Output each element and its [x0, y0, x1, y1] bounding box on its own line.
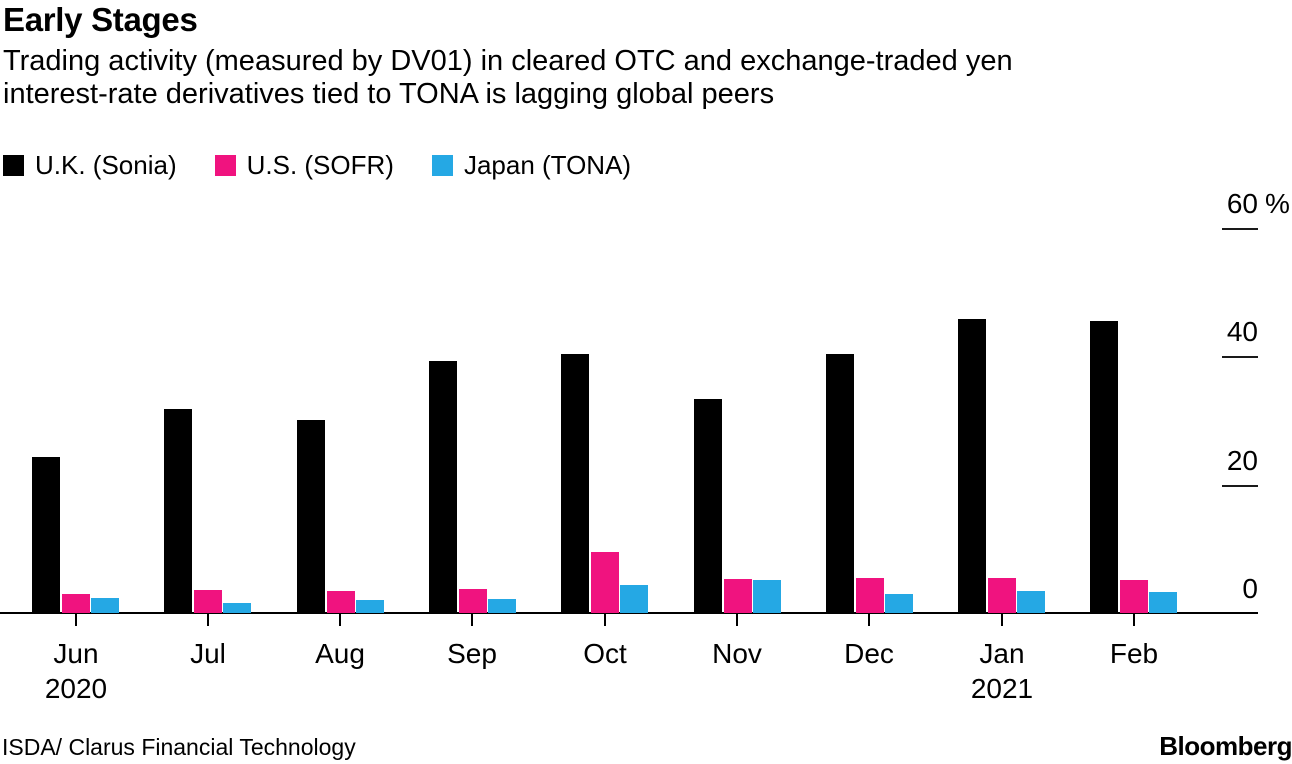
source-attribution: ISDA/ Clarus Financial Technology	[2, 734, 356, 760]
subtitle-line-2: interest-rate derivatives tied to TONA i…	[3, 78, 775, 110]
y-axis-unit: %	[1265, 188, 1290, 219]
bar-us-jul	[194, 590, 222, 613]
bar-japan-jun	[91, 598, 119, 613]
x-tick-nov	[736, 613, 738, 626]
x-label-dec: Dec	[844, 638, 894, 669]
y-tick-dash-20	[1222, 485, 1258, 487]
bar-uk-jan	[958, 319, 986, 613]
bar-japan-sep	[488, 599, 516, 613]
bar-japan-oct	[620, 585, 648, 613]
bar-japan-jan	[1017, 591, 1045, 613]
legend-label-us: U.S. (SOFR)	[246, 150, 394, 180]
y-label-value: 20	[1226, 445, 1258, 476]
bar-us-feb	[1120, 580, 1148, 613]
x-tick-feb	[1133, 613, 1135, 626]
legend-swatch-japan-icon	[431, 155, 453, 176]
bar-uk-nov	[694, 399, 722, 613]
y-label-value: 0	[1242, 573, 1258, 604]
bar-japan-jul	[223, 603, 251, 613]
legend-item-uk-sonia: U.K. (Sonia)	[3, 150, 177, 181]
x-tick-aug	[339, 613, 341, 626]
legend-item-japan-tona: Japan (TONA)	[431, 150, 632, 181]
year-label-2020: 2020	[44, 673, 108, 704]
y-tick-dash-40	[1222, 356, 1258, 358]
y-label-40: 40	[1100, 317, 1258, 347]
bar-us-oct	[591, 552, 619, 613]
chart-title: Early Stages	[3, 1, 198, 38]
x-tick-jan	[1001, 613, 1003, 626]
bar-uk-feb	[1090, 321, 1118, 613]
bar-us-jun	[62, 594, 90, 613]
x-tick-jun	[75, 613, 77, 626]
y-label-value: 60	[1226, 188, 1258, 219]
legend-item-us-sofr: U.S. (SOFR)	[214, 150, 394, 181]
x-label-oct: Oct	[583, 638, 627, 669]
x-tick-dec	[868, 613, 870, 626]
bar-us-nov	[724, 579, 752, 613]
legend-label-japan: Japan (TONA)	[463, 150, 632, 180]
legend-swatch-us-icon	[214, 155, 236, 176]
legend-swatch-uk-icon	[3, 155, 24, 176]
bar-uk-aug	[297, 420, 325, 613]
x-tick-jul	[207, 613, 209, 626]
y-label-0: 0	[1100, 574, 1258, 604]
x-label-jun: Jun	[53, 638, 99, 669]
chart-subtitle: Trading activity (measured by DV01) in c…	[3, 45, 1013, 111]
bar-us-dec	[856, 578, 884, 613]
bloomberg-logo: Bloomberg	[1159, 731, 1292, 761]
bar-us-jan	[988, 578, 1016, 613]
x-axis-line	[0, 612, 1258, 614]
x-tick-oct	[604, 613, 606, 626]
y-label-20: 20	[1100, 446, 1258, 476]
bar-japan-aug	[356, 600, 384, 613]
bar-uk-dec	[826, 354, 854, 613]
x-label-aug: Aug	[315, 638, 365, 669]
legend-label-uk: U.K. (Sonia)	[35, 150, 177, 180]
bar-uk-sep	[429, 361, 457, 613]
bar-japan-nov	[753, 580, 781, 613]
bar-us-sep	[459, 589, 487, 613]
bar-japan-dec	[885, 594, 913, 613]
bar-uk-jun	[32, 457, 60, 613]
x-label-sep: Sep	[447, 638, 497, 669]
x-label-feb: Feb	[1109, 638, 1159, 669]
bar-uk-jul	[164, 409, 192, 613]
y-label-value: 40	[1226, 316, 1258, 347]
bar-us-aug	[327, 591, 355, 613]
y-tick-dash-60	[1222, 228, 1258, 230]
chart-legend: U.K. (Sonia) U.S. (SOFR) Japan (TONA)	[3, 150, 631, 181]
x-tick-sep	[471, 613, 473, 626]
subtitle-line-1: Trading activity (measured by DV01) in c…	[3, 45, 1013, 77]
x-label-nov: Nov	[712, 638, 762, 669]
x-label-jul: Jul	[190, 638, 226, 669]
x-label-jan: Jan	[979, 638, 1025, 669]
y-label-60: 60 %	[1100, 188, 1290, 219]
bar-uk-oct	[561, 354, 589, 613]
year-label-2021: 2021	[970, 673, 1034, 704]
bar-japan-feb	[1149, 592, 1177, 613]
